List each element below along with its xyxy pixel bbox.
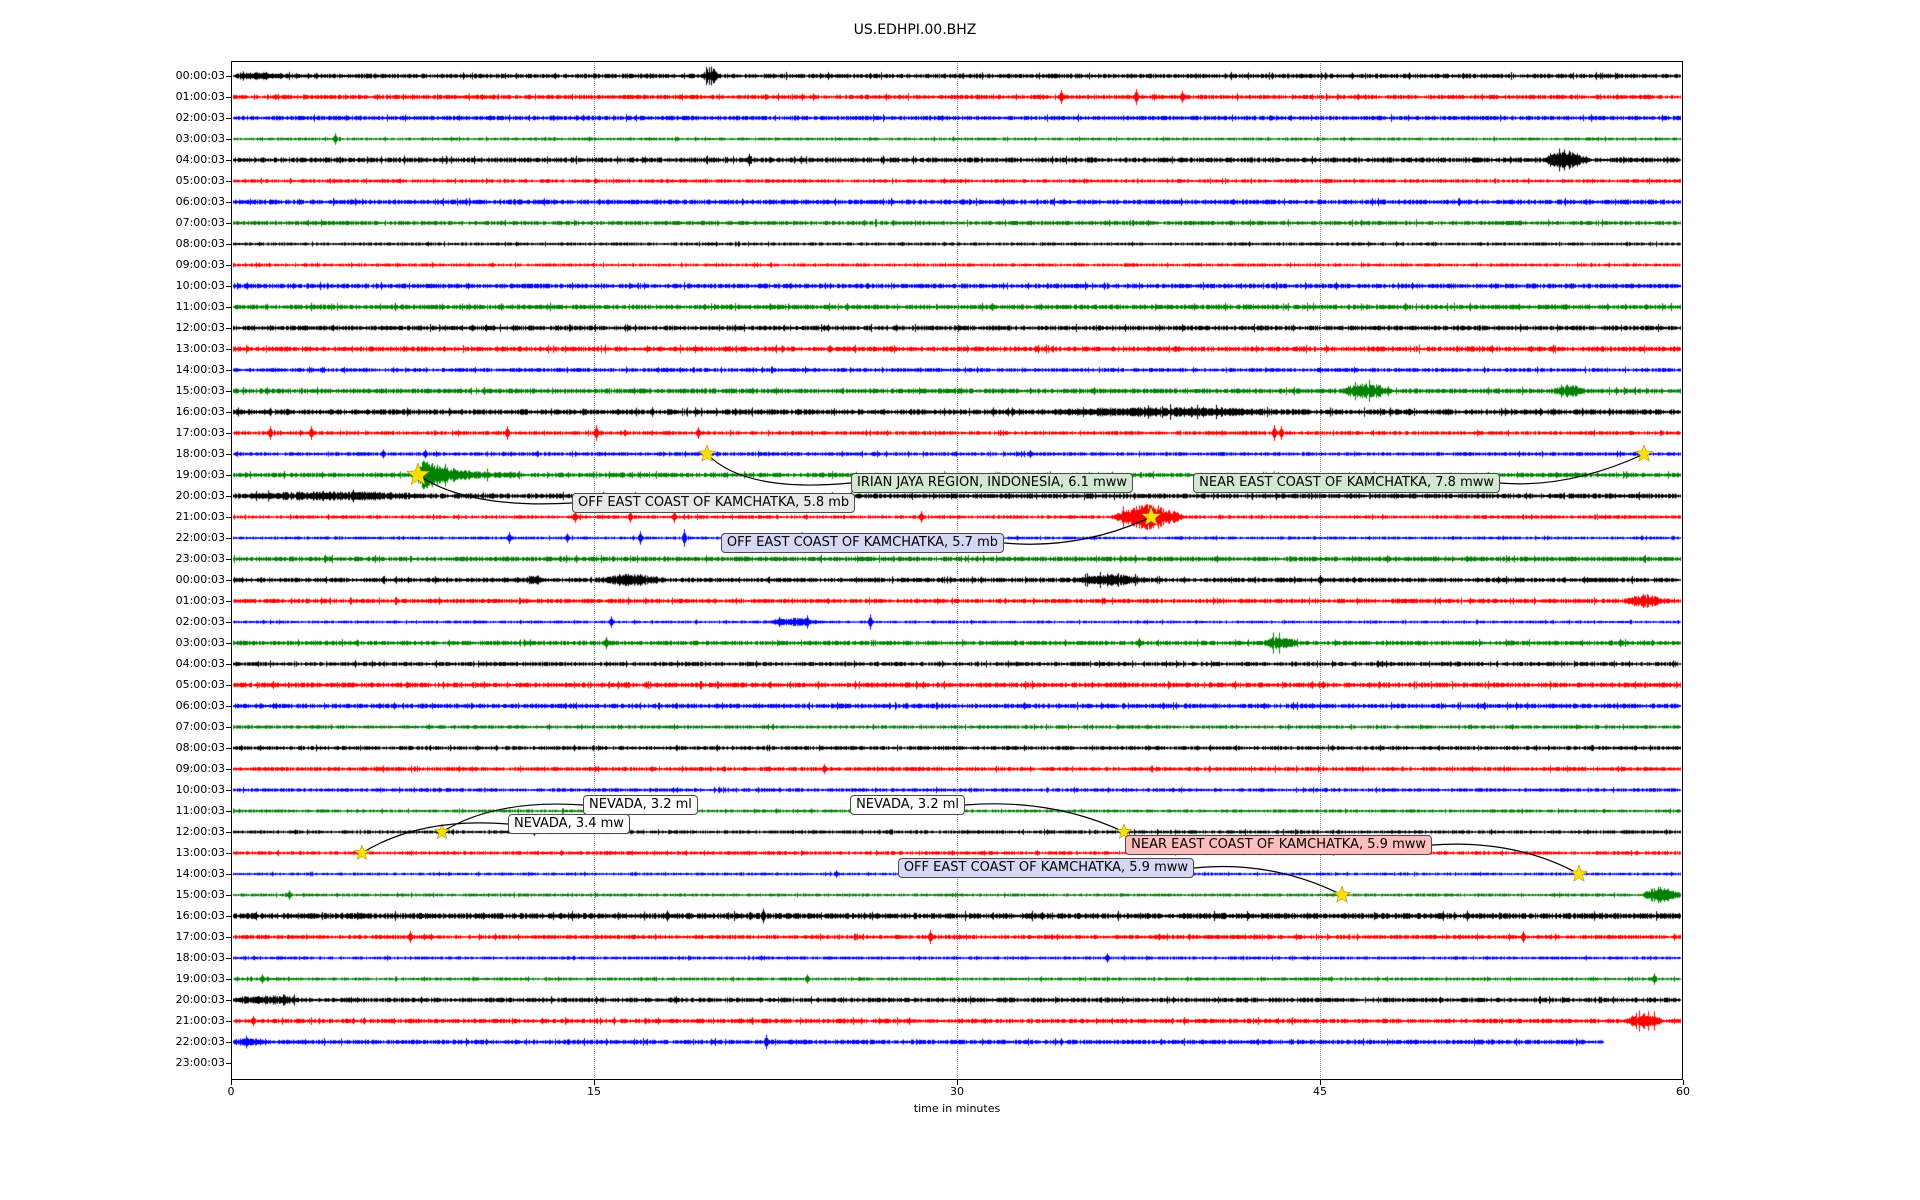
y-tick-label: 16:00:03 (175, 909, 225, 922)
x-tick-label: 0 (227, 1085, 235, 1098)
y-tick-label: 16:00:03 (175, 405, 225, 418)
y-tick-label: 12:00:03 (175, 825, 225, 838)
y-tick-label: 00:00:03 (175, 69, 225, 82)
y-tick-label: 01:00:03 (175, 594, 225, 607)
y-tick-label: 04:00:03 (175, 657, 225, 670)
y-tick-label: 02:00:03 (175, 111, 225, 124)
y-tick-label: 06:00:03 (175, 699, 225, 712)
y-tick-label: 10:00:03 (175, 783, 225, 796)
event-label: NEVADA, 3.4 mw (508, 814, 630, 834)
y-tick-label: 00:00:03 (175, 573, 225, 586)
y-tick-label: 01:00:03 (175, 90, 225, 103)
x-tick-label: 45 (1313, 1085, 1327, 1098)
y-tick-label: 15:00:03 (175, 888, 225, 901)
event-label: NEAR EAST COAST OF KAMCHATKA, 7.8 mww (1193, 473, 1500, 493)
y-tick-label: 19:00:03 (175, 972, 225, 985)
y-tick-label: 20:00:03 (175, 489, 225, 502)
y-tick-label: 09:00:03 (175, 762, 225, 775)
y-tick-label: 03:00:03 (175, 636, 225, 649)
y-tick-label: 04:00:03 (175, 153, 225, 166)
y-tick-label: 17:00:03 (175, 930, 225, 943)
y-tick-label: 03:00:03 (175, 132, 225, 145)
y-tick-label: 18:00:03 (175, 951, 225, 964)
x-tick-label: 15 (587, 1085, 601, 1098)
x-tick-label: 60 (1676, 1085, 1690, 1098)
event-label: OFF EAST COAST OF KAMCHATKA, 5.8 mb (572, 493, 856, 513)
event-label: OFF EAST COAST OF KAMCHATKA, 5.9 mww (897, 858, 1194, 878)
x-tick-label: 30 (950, 1085, 964, 1098)
y-tick-label: 10:00:03 (175, 279, 225, 292)
y-tick-label: 23:00:03 (175, 552, 225, 565)
y-tick-label: 17:00:03 (175, 426, 225, 439)
event-label: NEAR EAST COAST OF KAMCHATKA, 5.9 mww (1125, 835, 1432, 855)
y-tick-label: 13:00:03 (175, 342, 225, 355)
event-label: NEVADA, 3.2 ml (850, 795, 965, 815)
y-tick-label: 07:00:03 (175, 216, 225, 229)
y-tick-label: 14:00:03 (175, 867, 225, 880)
y-tick-label: 19:00:03 (175, 468, 225, 481)
y-tick-label: 15:00:03 (175, 384, 225, 397)
y-tick-label: 23:00:03 (175, 1056, 225, 1069)
y-tick-label: 12:00:03 (175, 321, 225, 334)
y-tick-label: 11:00:03 (175, 300, 225, 313)
y-tick-label: 18:00:03 (175, 447, 225, 460)
x-axis-label: time in minutes (913, 1102, 1001, 1115)
event-label: NEVADA, 3.2 ml (583, 795, 698, 815)
event-label: IRIAN JAYA REGION, INDONESIA, 6.1 mww (851, 473, 1133, 493)
event-label: OFF EAST COAST OF KAMCHATKA, 5.7 mb (720, 533, 1004, 553)
y-tick-label: 02:00:03 (175, 615, 225, 628)
y-tick-label: 20:00:03 (175, 993, 225, 1006)
y-tick-label: 22:00:03 (175, 531, 225, 544)
y-tick-label: 05:00:03 (175, 678, 225, 691)
y-tick-label: 22:00:03 (175, 1035, 225, 1048)
y-tick-label: 08:00:03 (175, 741, 225, 754)
y-tick-label: 09:00:03 (175, 258, 225, 271)
y-tick-label: 11:00:03 (175, 804, 225, 817)
y-tick-label: 06:00:03 (175, 195, 225, 208)
y-tick-label: 14:00:03 (175, 363, 225, 376)
y-tick-label: 13:00:03 (175, 846, 225, 859)
y-tick-label: 05:00:03 (175, 174, 225, 187)
y-tick-label: 07:00:03 (175, 720, 225, 733)
y-tick-label: 21:00:03 (175, 1014, 225, 1027)
y-tick-label: 21:00:03 (175, 510, 225, 523)
y-tick-label: 08:00:03 (175, 237, 225, 250)
